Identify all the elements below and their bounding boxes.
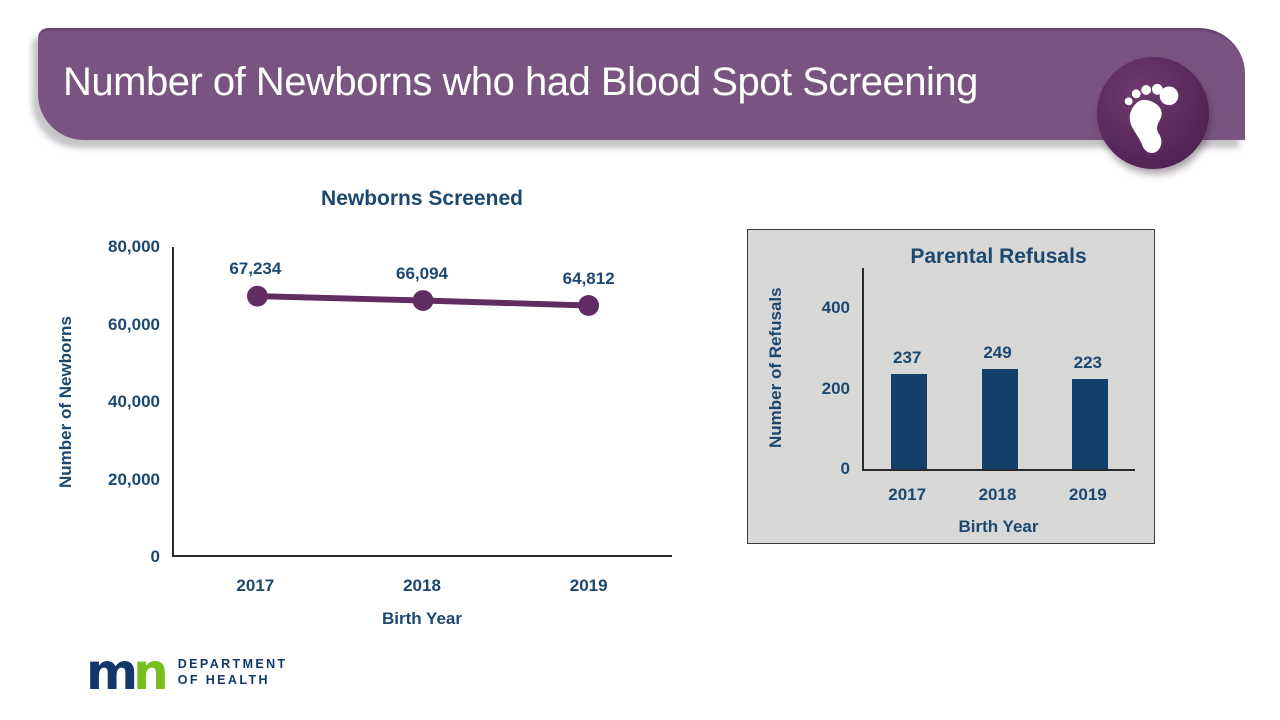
chart-title-newborns-screened: Newborns Screened bbox=[321, 187, 523, 210]
x-tick-2018: 2018 bbox=[403, 576, 441, 595]
footprint-glyph bbox=[1124, 83, 1179, 154]
line-series bbox=[246, 285, 600, 316]
chart-title-parental-refusals: Parental Refusals bbox=[910, 245, 1087, 268]
y-tick-60,000: 60,000 bbox=[108, 314, 160, 334]
data-point-2018 bbox=[412, 290, 434, 311]
bar-2018 bbox=[981, 368, 1018, 469]
mdh-logo: mn DEPARTMENT OF HEALTH bbox=[86, 647, 288, 697]
x-tick-2017: 2017 bbox=[236, 576, 275, 595]
y-tick-40,000: 40,000 bbox=[108, 392, 160, 411]
y-tick-0: 0 bbox=[840, 459, 850, 478]
newborns-screened-chart: Newborns Screened Number of Newborns 0 20… bbox=[56, 185, 685, 650]
logo-letter-n: n bbox=[133, 643, 169, 701]
y-tick-0: 0 bbox=[150, 547, 160, 566]
x-axis-ticks: 2017 2018 2019 bbox=[862, 484, 1135, 508]
parental-refusals-chart: Parental Refusals Number of Refusals 0 20… bbox=[747, 229, 1155, 544]
x-axis-title-birth-year: Birth Year bbox=[381, 609, 462, 628]
mn-logo-mark: mn bbox=[86, 647, 169, 697]
y-tick-80,000: 80,000 bbox=[108, 237, 160, 256]
logo-line-of-health: OF HEALTH bbox=[177, 673, 270, 687]
bar-series bbox=[864, 268, 1135, 469]
x-tick-2018: 2018 bbox=[978, 485, 1017, 504]
bar-2019 bbox=[1071, 379, 1108, 469]
logo-line-department: DEPARTMENT bbox=[177, 657, 288, 671]
slide-title: Number of Newborns who had Blood Spot Sc… bbox=[63, 60, 978, 104]
y-axis-ticks: 0 200 400 bbox=[748, 268, 850, 478]
y-axis-ticks: 0 20,000 40,000 60,000 80,000 bbox=[60, 237, 160, 566]
data-point-2017 bbox=[246, 285, 268, 307]
x-tick-2019: 2019 bbox=[1068, 485, 1107, 504]
y-tick-400: 400 bbox=[821, 298, 850, 318]
footprint-icon bbox=[1096, 56, 1210, 170]
data-point-2019 bbox=[578, 295, 600, 316]
bar-2017 bbox=[891, 373, 928, 469]
x-tick-2019: 2019 bbox=[569, 576, 608, 595]
title-banner: Number of Newborns who had Blood Spot Sc… bbox=[38, 28, 1245, 140]
plot-area-bars bbox=[862, 268, 1135, 471]
y-tick-20,000: 20,000 bbox=[108, 469, 160, 489]
logo-letter-m: m bbox=[86, 643, 138, 701]
x-tick-2017: 2017 bbox=[888, 485, 927, 504]
footprint-badge bbox=[1094, 54, 1212, 172]
mdh-logo-text: DEPARTMENT OF HEALTH bbox=[178, 656, 288, 688]
x-axis-title-birth-year: Birth Year bbox=[958, 517, 1039, 536]
plot-area-line bbox=[172, 247, 672, 557]
x-axis-ticks: 2017 2018 2019 bbox=[172, 575, 672, 599]
y-tick-200: 200 bbox=[821, 378, 850, 398]
